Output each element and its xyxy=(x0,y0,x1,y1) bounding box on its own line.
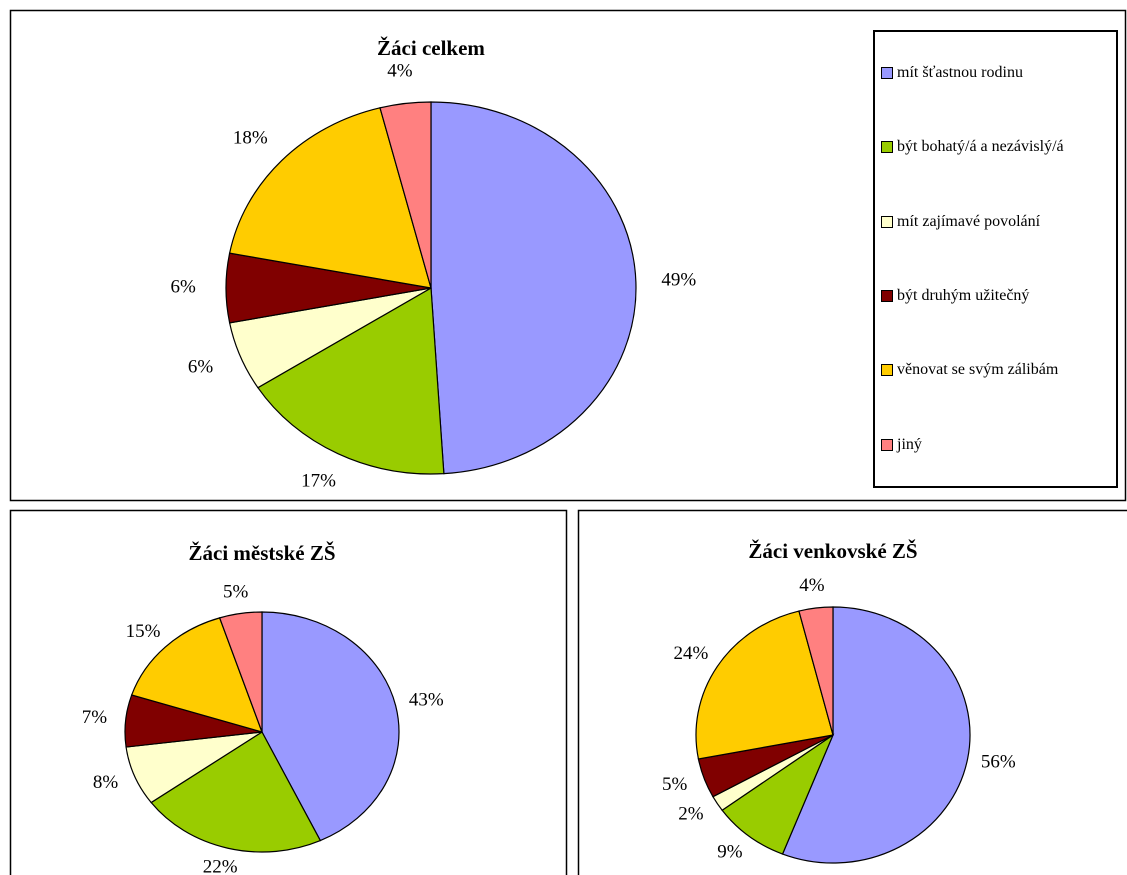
data-label: 2% xyxy=(678,804,704,825)
data-label: 5% xyxy=(662,774,688,795)
legend-item: věnovat se svým zálibám xyxy=(875,358,1116,382)
pie-slice xyxy=(228,107,432,289)
pie-slice xyxy=(150,731,322,853)
pie-slice xyxy=(130,617,263,733)
pie-slice xyxy=(430,101,637,475)
legend-label: mít šťastnou rodinu xyxy=(897,64,1023,82)
pie-slice xyxy=(261,611,400,842)
data-label: 56% xyxy=(981,751,1016,772)
legend-swatch xyxy=(881,141,893,154)
data-label: 18% xyxy=(233,127,268,148)
data-label: 49% xyxy=(661,270,696,291)
pie-slice xyxy=(218,611,263,733)
chart-title: Žáci celkem xyxy=(377,36,485,60)
data-label: 43% xyxy=(409,690,444,711)
legend-item: mít šťastnou rodinu xyxy=(875,61,1116,85)
legend-label: věnovat se svým zálibám xyxy=(897,361,1059,379)
legend-label: být bohatý/á a nezávislý/á xyxy=(897,138,1064,156)
data-label: 4% xyxy=(799,575,825,596)
pie-slice xyxy=(781,606,971,864)
pie-slice xyxy=(257,287,445,475)
legend-item: mít zajímavé povolání xyxy=(875,210,1116,234)
pie-slice xyxy=(379,101,432,289)
pie-slice xyxy=(695,610,834,760)
data-label: 7% xyxy=(82,707,108,728)
data-label: 17% xyxy=(301,470,336,491)
legend-label: jiný xyxy=(897,435,922,453)
chart-title: Žáci venkovské ZŠ xyxy=(748,539,917,563)
data-label: 5% xyxy=(223,582,249,603)
pie-slice xyxy=(798,606,834,736)
data-label: 6% xyxy=(188,356,214,377)
data-label: 22% xyxy=(203,856,238,875)
chart-title: Žáci městské ZŠ xyxy=(189,541,336,565)
data-label: 4% xyxy=(387,60,413,81)
legend-swatch xyxy=(881,364,893,377)
legend-label: mít zajímavé povolání xyxy=(897,212,1041,230)
legend-item: jiný xyxy=(875,433,1116,457)
data-label: 15% xyxy=(126,621,161,642)
data-label: 6% xyxy=(170,276,196,297)
legend-item: být druhým užitečný xyxy=(875,284,1116,308)
data-label: 24% xyxy=(673,643,708,664)
legend-swatch xyxy=(881,215,893,228)
legend-swatch xyxy=(881,290,893,303)
legend-swatch xyxy=(881,438,893,451)
data-label: 8% xyxy=(93,772,119,793)
legend-label: být druhým užitečný xyxy=(897,287,1030,305)
legend: mít šťastnou rodinu být bohatý/á a nezávi… xyxy=(873,30,1118,488)
legend-swatch xyxy=(881,67,893,80)
legend-item: být bohatý/á a nezávislý/á xyxy=(875,135,1116,159)
data-label: 9% xyxy=(717,842,743,863)
